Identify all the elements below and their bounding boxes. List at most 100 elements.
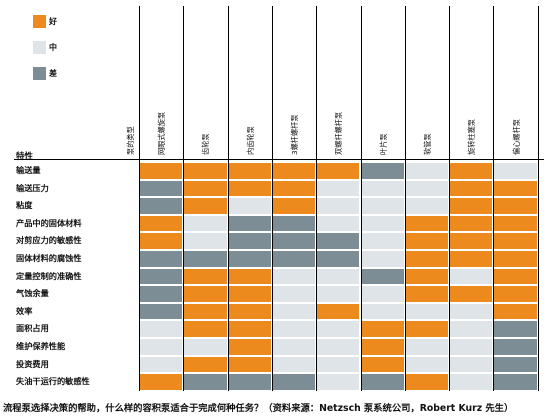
- rating-cell-medium: [493, 162, 538, 180]
- rating-cell-good: [449, 232, 494, 250]
- rating-cell-poor: [360, 162, 405, 180]
- rating-cell-good: [404, 373, 450, 391]
- row-label: 输送量: [16, 165, 41, 175]
- column-divider: [316, 6, 318, 391]
- rating-cell-medium: [404, 179, 450, 198]
- rating-cell-poor: [271, 214, 317, 233]
- rating-cell-medium: [449, 267, 494, 286]
- rating-cell-poor: [360, 267, 405, 286]
- row-label: 定量控制的准确性: [16, 270, 82, 281]
- rating-cell-poor: [493, 373, 538, 391]
- rating-cell-medium: [316, 214, 361, 233]
- rating-cell-medium: [316, 179, 361, 198]
- rating-cell-poor: [139, 302, 184, 321]
- rating-cell-medium: [404, 162, 450, 180]
- rating-cell-good: [404, 285, 450, 303]
- rating-cell-good: [493, 197, 538, 215]
- column-divider: [493, 6, 495, 391]
- rating-cell-good: [139, 214, 184, 233]
- rating-cell-good: [227, 179, 272, 198]
- rating-cell-good: [271, 179, 317, 198]
- rating-cell-good: [316, 162, 361, 180]
- legend-label-poor: 差: [49, 69, 57, 78]
- rating-cell-medium: [404, 197, 450, 215]
- rating-cell-poor: [493, 355, 538, 374]
- rating-cell-medium: [316, 285, 361, 303]
- rating-cell-good: [493, 232, 538, 250]
- row-label: 粘度: [16, 200, 33, 211]
- rating-cell-good: [139, 232, 184, 250]
- column-header-5: 双螺杆螺杆泵: [334, 111, 344, 155]
- rating-cell-good: [449, 250, 494, 268]
- row-label: 产品中的固体材料: [16, 217, 82, 228]
- column-divider: [537, 6, 539, 391]
- rating-cell-good: [227, 338, 272, 356]
- column-divider: [449, 6, 451, 391]
- figure-caption: 流程泵选择决策的帮助，什么样的容积泵适合于完成何种任务？（资料来源：Netzsc…: [3, 403, 514, 414]
- column-header-9: 偏心螺杆泵: [511, 119, 521, 155]
- rating-cell-poor: [139, 250, 184, 268]
- row-label: 气蚀余量: [16, 288, 49, 299]
- rating-cell-good: [360, 338, 405, 356]
- rating-cell-good: [183, 179, 228, 198]
- column-header-2: 齿轮泵: [201, 133, 211, 155]
- rating-cell-good: [449, 214, 494, 233]
- legend-label-medium: 中: [49, 43, 57, 52]
- light-gray-square-icon: [33, 41, 46, 54]
- rating-cell-good: [493, 302, 538, 321]
- rating-cell-good: [404, 267, 450, 286]
- rating-cell-good: [316, 302, 361, 321]
- rating-cell-good: [449, 285, 494, 303]
- rating-cell-good: [404, 320, 450, 338]
- rating-cell-medium: [360, 250, 405, 268]
- row-label: 失油干运行的敏感性: [16, 376, 90, 387]
- rating-cell-medium: [316, 320, 361, 338]
- rating-cell-good: [227, 285, 272, 303]
- rating-cell-medium: [183, 214, 228, 233]
- column-divider: [404, 6, 406, 391]
- column-header-3: 内齿轮泵: [245, 126, 255, 155]
- rating-cell-medium: [271, 320, 317, 338]
- rating-cell-good: [183, 320, 228, 338]
- rating-cell-medium: [449, 373, 494, 391]
- rating-cell-poor: [271, 250, 317, 268]
- column-divider: [139, 6, 140, 391]
- dark-gray-square-icon: [33, 67, 46, 80]
- rating-cell-poor: [183, 373, 228, 391]
- rating-cell-medium: [271, 338, 317, 356]
- rating-cell-good: [139, 162, 184, 180]
- row-label: 固体材料的腐蚀性: [16, 253, 82, 263]
- rating-cell-medium: [271, 302, 317, 321]
- rating-cell-medium: [449, 355, 494, 374]
- rating-cell-good: [493, 250, 538, 268]
- rating-cell-medium: [316, 373, 361, 391]
- rating-cell-poor: [227, 373, 272, 391]
- rating-cell-medium: [404, 355, 450, 374]
- rating-cell-good: [227, 162, 272, 180]
- rating-cell-good: [493, 267, 538, 286]
- row-label: 面积占用: [16, 323, 49, 334]
- rating-cell-medium: [183, 338, 228, 356]
- rating-cell-medium: [271, 285, 317, 303]
- rating-cell-poor: [493, 320, 538, 338]
- rating-cell-good: [227, 302, 272, 321]
- rating-cell-medium: [183, 232, 228, 250]
- rating-cell-medium: [227, 197, 272, 215]
- rating-cell-good: [493, 285, 538, 303]
- rating-cell-poor: [227, 232, 272, 250]
- column-divider: [271, 6, 273, 391]
- rating-cell-medium: [360, 214, 405, 233]
- rating-cell-good: [227, 355, 272, 374]
- rating-cell-good: [449, 197, 494, 215]
- rating-cell-good: [449, 179, 494, 198]
- row-label: 输送压力: [16, 182, 49, 193]
- rating-cell-good: [493, 179, 538, 198]
- rating-cell-poor: [183, 250, 228, 268]
- rating-cell-good: [449, 162, 494, 180]
- rating-cell-good: [227, 267, 272, 286]
- column-header-4: 3螺杆螺杆泵: [290, 114, 300, 155]
- rating-cell-good: [183, 267, 228, 286]
- rating-cell-poor: [316, 232, 361, 250]
- rating-cell-good: [360, 355, 405, 374]
- rating-cell-poor: [139, 285, 184, 303]
